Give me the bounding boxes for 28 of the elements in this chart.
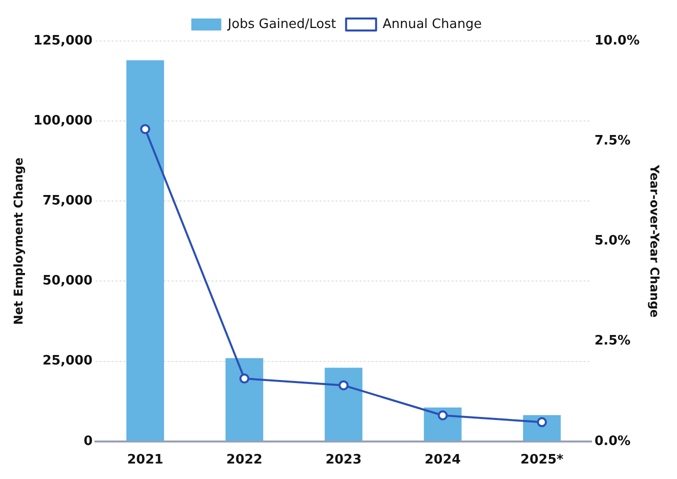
y2-axis-title: Year-over-Year Change (648, 164, 662, 318)
legend-label: Annual Change (382, 16, 482, 32)
x-tick-label: 2025* (520, 452, 564, 468)
x-tick-label: 2024 (424, 452, 461, 468)
bar (126, 60, 164, 441)
bar (226, 358, 264, 441)
point (438, 410, 448, 420)
y2-tick-label: 0.0% (594, 434, 631, 449)
point (536, 417, 547, 428)
y2-tick-label: 5.0% (594, 234, 631, 249)
bar (324, 368, 362, 441)
y-tick-label: 75,000 (42, 194, 93, 209)
y-tick-label: 50,000 (42, 274, 93, 289)
x-tick-label: 2022 (226, 452, 262, 468)
y-axis-title: Net Employment Change (11, 158, 26, 325)
x-tick-label: 2023 (325, 452, 362, 468)
y-tick-label: 100,000 (33, 113, 93, 128)
y2-tick-label: 7.5% (594, 133, 631, 148)
legend-label: Jobs Gained/Lost (226, 16, 336, 32)
x-tick-label: 2021 (127, 452, 164, 468)
point (140, 124, 150, 134)
y2-tick-label: 2.5% (594, 334, 631, 349)
y-tick-label: 125,000 (33, 33, 93, 48)
point (338, 380, 349, 390)
y-tick-label: 0 (84, 434, 93, 449)
y-tick-label: 25,000 (42, 354, 93, 369)
point (239, 374, 250, 384)
y2-tick-label: 10.0% (594, 33, 640, 48)
